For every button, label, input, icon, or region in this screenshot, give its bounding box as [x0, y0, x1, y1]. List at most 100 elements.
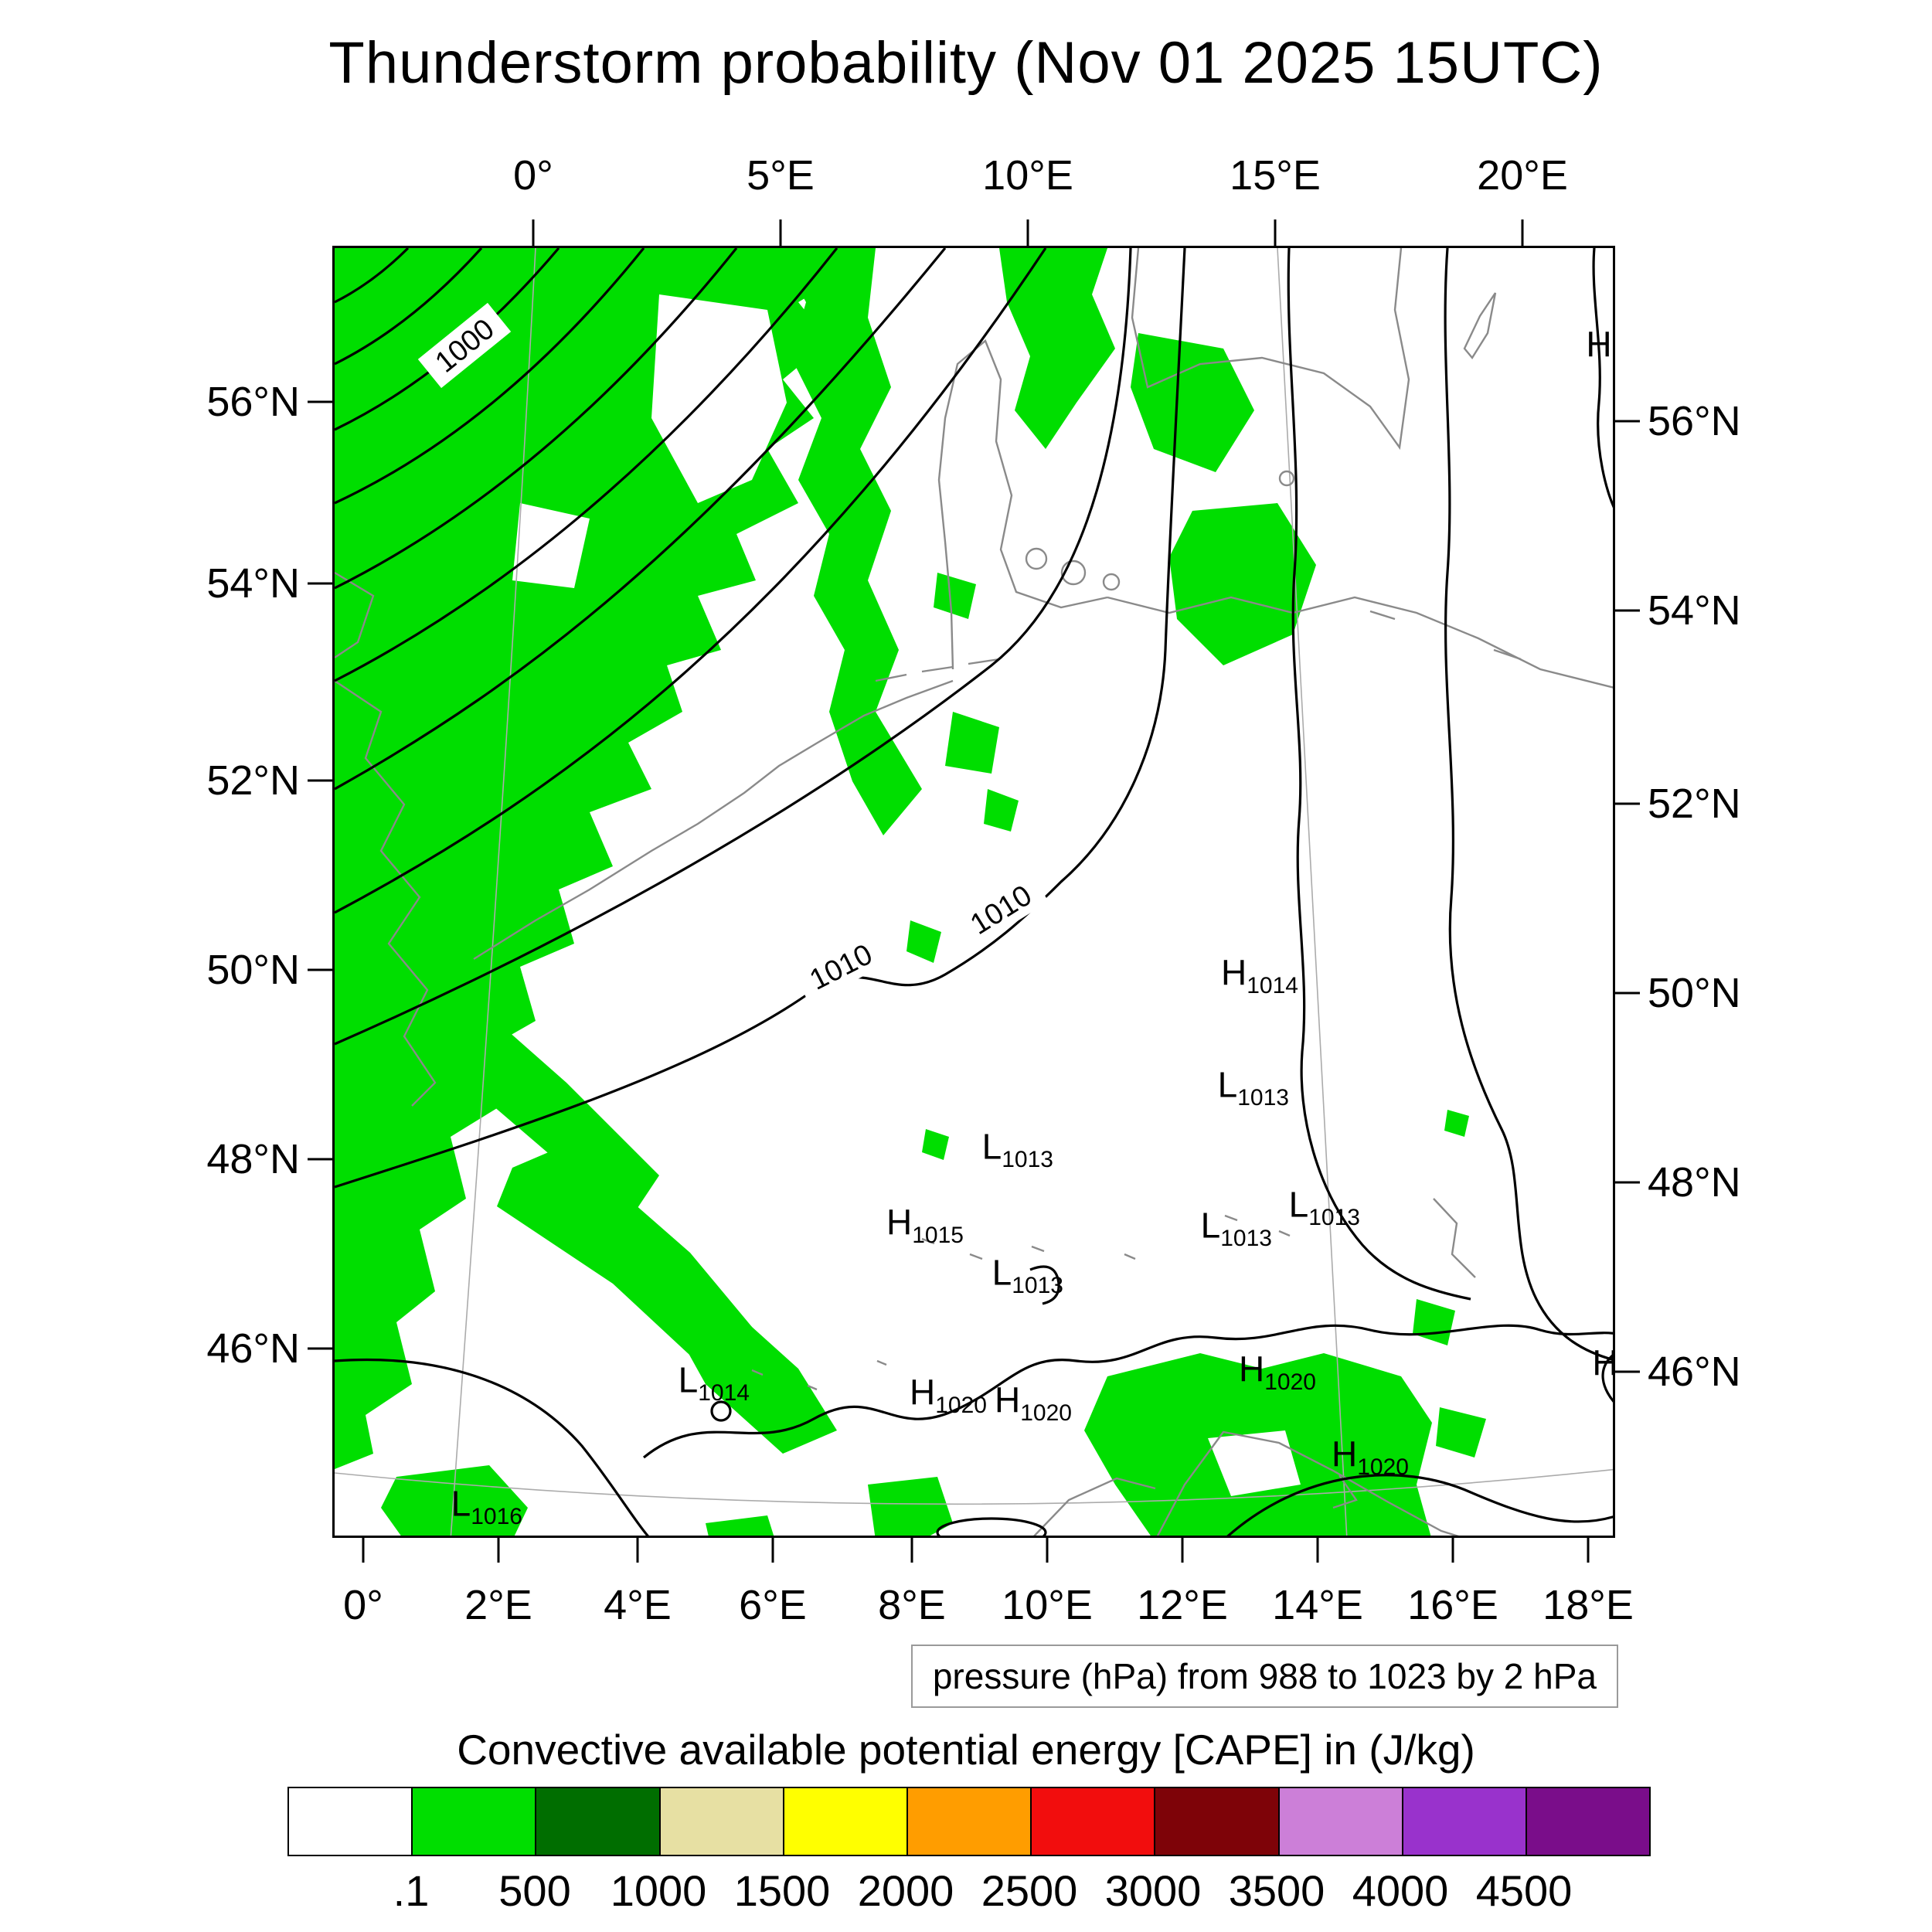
pressure-center-type: L	[1217, 1064, 1238, 1105]
pressure-center-value: 1013	[1012, 1272, 1063, 1298]
pressure-center-value: 1020	[1020, 1400, 1072, 1426]
left-axis-tick	[308, 400, 334, 403]
coastline	[1433, 1198, 1476, 1278]
cape-region	[775, 248, 922, 835]
bottom-axis-tick	[1587, 1536, 1590, 1563]
colorbar-tick-label: 1000	[610, 1866, 707, 1915]
colorbar-cell	[1155, 1788, 1280, 1855]
pressure-center-value: 1020	[1264, 1369, 1316, 1395]
coastline	[1033, 1477, 1156, 1536]
bottom-axis-label: 0°	[343, 1582, 383, 1628]
top-axis-tick	[532, 219, 535, 246]
pressure-center-value: 1013	[1002, 1146, 1053, 1172]
colorbar-tick-label: 1500	[733, 1866, 831, 1915]
left-axis-label: 54°N	[206, 560, 300, 607]
contour-line	[335, 248, 1132, 1046]
cape-region	[922, 1129, 949, 1160]
coastline	[335, 571, 375, 658]
colorbar-cell	[660, 1788, 784, 1855]
left-axis-tick	[308, 779, 334, 782]
cape-region	[335, 248, 837, 1469]
left-axis-tick	[308, 968, 334, 971]
contour-line	[335, 248, 738, 590]
pressure-center-type: L	[981, 1126, 1002, 1167]
right-axis-tick	[1614, 1181, 1640, 1184]
left-axis-label: 56°N	[206, 379, 300, 425]
bottom-axis-tick	[1451, 1536, 1454, 1563]
pressure-center-type: L	[451, 1483, 471, 1524]
pressure-center: H1020	[1332, 1437, 1409, 1479]
cape-colorbar	[287, 1787, 1651, 1856]
cape-region	[1131, 333, 1254, 472]
bottom-axis-tick	[497, 1536, 500, 1563]
top-axis-label: 15°E	[1230, 152, 1321, 199]
pressure-center-type: L	[1288, 1184, 1309, 1225]
contour-label-mask	[792, 930, 889, 1004]
colorbar-tick-label: 3000	[1104, 1866, 1202, 1915]
colorbar-tick-label: 3500	[1228, 1866, 1325, 1915]
graticule-meridian	[450, 248, 536, 1536]
pressure-center: H1020	[995, 1383, 1072, 1425]
pressure-center: H1014	[1221, 955, 1298, 998]
cape-region	[934, 573, 976, 619]
bottom-axis-tick	[362, 1536, 365, 1563]
colorbar-cell	[1279, 1788, 1403, 1855]
contour-line	[335, 1358, 649, 1536]
contour-label: 1010	[792, 930, 889, 1004]
colorbar-tick-labels: .1 500 1000 1500 2000 2500 3000 3500 400…	[287, 1866, 1648, 1920]
contour-line	[1592, 248, 1613, 509]
pressure-center-value: 1013	[1237, 1084, 1289, 1111]
pressure-center-type: H	[1239, 1349, 1265, 1389]
pressure-center-type: L	[678, 1359, 699, 1400]
cape-region	[945, 712, 999, 774]
graticule-parallel	[335, 1468, 1613, 1505]
coastline-island	[1060, 560, 1087, 586]
colorbar-cell	[413, 1788, 537, 1855]
pressure-center-type: H	[1586, 324, 1612, 365]
pressure-center-type: H	[1221, 952, 1247, 993]
bottom-axis-label: 16°E	[1407, 1582, 1498, 1628]
bottom-axis-label: 2°E	[464, 1582, 532, 1628]
pressure-center: L1013	[1289, 1187, 1360, 1230]
cape-region	[667, 1299, 837, 1454]
cape-region	[706, 1515, 774, 1536]
colorbar-tick-label: 2000	[857, 1866, 954, 1915]
colorbar-cell	[1032, 1788, 1156, 1855]
pressure-center-value: 1013	[1308, 1204, 1360, 1230]
pressure-center: H	[1586, 327, 1611, 369]
pressure-center-type: L	[992, 1252, 1012, 1293]
bottom-axis-tick	[910, 1536, 913, 1563]
colorbar-cell	[536, 1788, 661, 1855]
cape-region	[1436, 1407, 1486, 1458]
bottom-axis-tick	[771, 1536, 774, 1563]
coastline	[1131, 248, 1410, 451]
pressure-center: H	[1592, 1345, 1613, 1388]
cape-region	[1169, 503, 1316, 665]
pressure-center: L1013	[1201, 1208, 1272, 1250]
weather-map-canvas: 1000 1010 1010	[335, 248, 1613, 1536]
right-axis-label: 48°N	[1648, 1159, 1741, 1206]
bottom-axis-label: 12°E	[1137, 1582, 1228, 1628]
coastline	[473, 679, 954, 961]
coastline-island	[1025, 547, 1048, 570]
right-axis-label: 56°N	[1648, 398, 1741, 444]
pressure-center: H1020	[1239, 1352, 1316, 1394]
cape-region	[1413, 1299, 1455, 1345]
right-axis-tick	[1614, 802, 1640, 805]
bottom-axis-tick	[1316, 1536, 1319, 1563]
left-axis-tick	[308, 582, 334, 585]
page-title: Thunderstorm probability (Nov 01 2025 15…	[328, 30, 1604, 96]
colorbar-tick-label: 2500	[981, 1866, 1078, 1915]
coastline	[335, 680, 437, 1107]
cape-shading-layer	[335, 248, 1486, 1536]
top-axis-tick	[1521, 219, 1524, 246]
colorbar-cell	[1403, 1788, 1527, 1855]
bottom-axis-tick	[636, 1536, 639, 1563]
contour-line	[335, 248, 645, 505]
contour-line	[335, 248, 1047, 914]
coastline	[875, 658, 1000, 682]
right-axis-tick	[1614, 1370, 1640, 1373]
contour-line	[335, 248, 838, 682]
colorbar-tick-label: 4000	[1352, 1866, 1449, 1915]
